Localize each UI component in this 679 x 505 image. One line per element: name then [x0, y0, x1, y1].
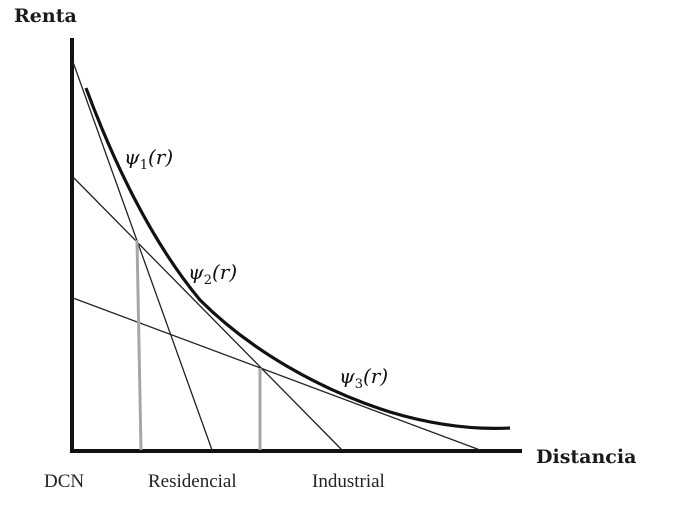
- zone-label-industrial: Industrial: [312, 471, 385, 492]
- curve-label-psi1: ψ1(r): [124, 145, 173, 173]
- bid-rent-envelope: [84, 87, 511, 430]
- zone-label-residential: Residencial: [148, 471, 237, 492]
- y-axis-label: Renta: [14, 5, 77, 27]
- curve-label-psi3: ψ3(r): [339, 364, 388, 392]
- bid-rent-line-3: [72, 297, 481, 451]
- curve-label-psi2: ψ2(r): [188, 260, 237, 288]
- bid-rent-line-2: [72, 176, 343, 451]
- bid-rent-line-1: [72, 61, 213, 451]
- zone-label-dcn: DCN: [44, 471, 84, 492]
- x-axis-label: Distancia: [536, 446, 636, 468]
- boundary-residential: [135, 239, 143, 451]
